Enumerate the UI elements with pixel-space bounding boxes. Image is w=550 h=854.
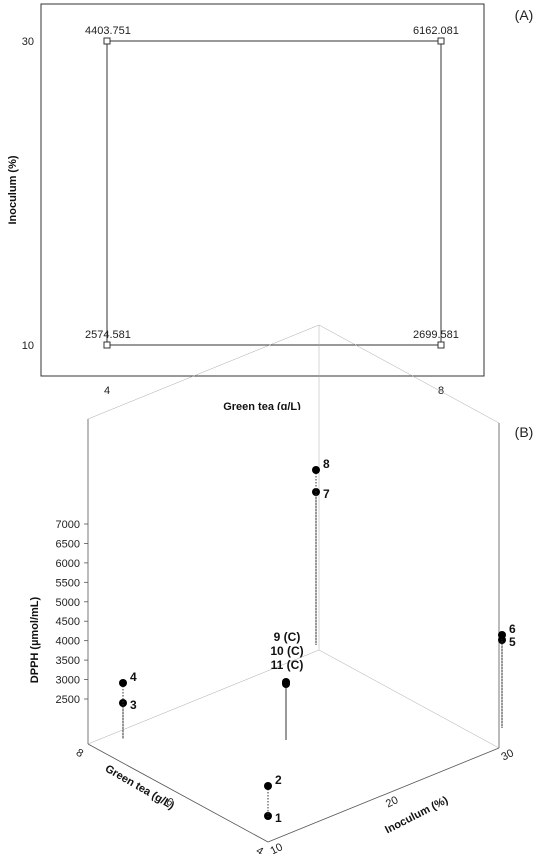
green-tea-tick-label-b: 4 bbox=[254, 845, 265, 854]
point-label: 3 bbox=[130, 698, 137, 712]
z-tick-label-b: 5500 bbox=[56, 577, 80, 589]
data-point bbox=[282, 680, 290, 688]
z-tick-label-b: 5000 bbox=[56, 597, 80, 609]
green-tea-axis-label-b: Green tea (g/L) bbox=[103, 763, 177, 812]
data-point bbox=[498, 631, 506, 639]
y-tick-label-a: 10 bbox=[22, 340, 34, 352]
z-tick-label-b: 3500 bbox=[56, 655, 80, 667]
corner-marker bbox=[103, 37, 111, 45]
point-label: 9 (C) bbox=[274, 630, 301, 644]
point-label: 6 bbox=[509, 622, 516, 636]
z-axis-label-b: DPPH (µmol/mL) bbox=[29, 596, 41, 683]
x-tick-label-a: 4 bbox=[104, 385, 110, 397]
point-label: 4 bbox=[130, 670, 137, 684]
point-label: 11 (C) bbox=[271, 658, 304, 672]
point-label: 8 bbox=[323, 457, 330, 471]
data-point bbox=[119, 679, 127, 687]
z-tick-label-b: 6500 bbox=[56, 538, 80, 550]
floor-edge bbox=[267, 747, 500, 843]
panel-label-a: (A) bbox=[515, 7, 534, 23]
top-edge bbox=[87, 324, 320, 420]
z-tick-label-b: 7000 bbox=[56, 519, 80, 531]
point-label: 1 bbox=[275, 811, 282, 825]
point-label: 10 (C) bbox=[270, 644, 303, 658]
inoculum-tick-label-b: 20 bbox=[384, 794, 400, 810]
y-tick-label-a: 30 bbox=[22, 36, 34, 48]
floor-edge bbox=[87, 743, 269, 843]
panel-label-b: (B) bbox=[515, 424, 534, 440]
z-tick-label-b: 4000 bbox=[56, 636, 80, 648]
inoculum-tick-label-b: 10 bbox=[268, 841, 284, 854]
data-point bbox=[312, 466, 320, 474]
point-label: 5 bbox=[509, 635, 516, 649]
data-point bbox=[119, 699, 127, 707]
chart-a: (A) 4403.751 6162.081 2574.581 2699.581 4 8 1… bbox=[7, 3, 534, 410]
corner-value-label: 2574.581 bbox=[85, 329, 131, 341]
z-tick-label-b: 6000 bbox=[56, 558, 80, 570]
corner-marker bbox=[437, 341, 445, 349]
corner-value-label: 4403.751 bbox=[85, 25, 131, 37]
top-edge bbox=[318, 324, 500, 424]
z-tick-label-b: 2500 bbox=[56, 694, 80, 706]
point-label: 2 bbox=[275, 773, 282, 787]
corner-value-label: 6162.081 bbox=[413, 25, 459, 37]
floor-edge bbox=[318, 649, 500, 749]
plot-frame-a bbox=[40, 3, 485, 377]
z-tick-label-b: 3000 bbox=[56, 675, 80, 687]
floor-edge bbox=[87, 649, 320, 745]
y-axis-label-a: Inoculum (%) bbox=[7, 155, 19, 224]
data-point bbox=[264, 782, 272, 790]
inoculum-tick-label-b: 30 bbox=[499, 747, 515, 763]
green-tea-tick-label-b: 6 bbox=[164, 796, 175, 809]
green-tea-tick-label-b: 8 bbox=[74, 747, 85, 760]
corner-value-label: 2699.581 bbox=[413, 329, 459, 341]
z-tick-label-b: 4500 bbox=[56, 616, 80, 628]
corner-marker bbox=[103, 341, 111, 349]
x-axis-label-a: Green tea (g/L) bbox=[223, 401, 301, 410]
point-label: 7 bbox=[323, 487, 330, 501]
x-tick-label-a: 8 bbox=[438, 385, 444, 397]
corner-marker bbox=[437, 37, 445, 45]
